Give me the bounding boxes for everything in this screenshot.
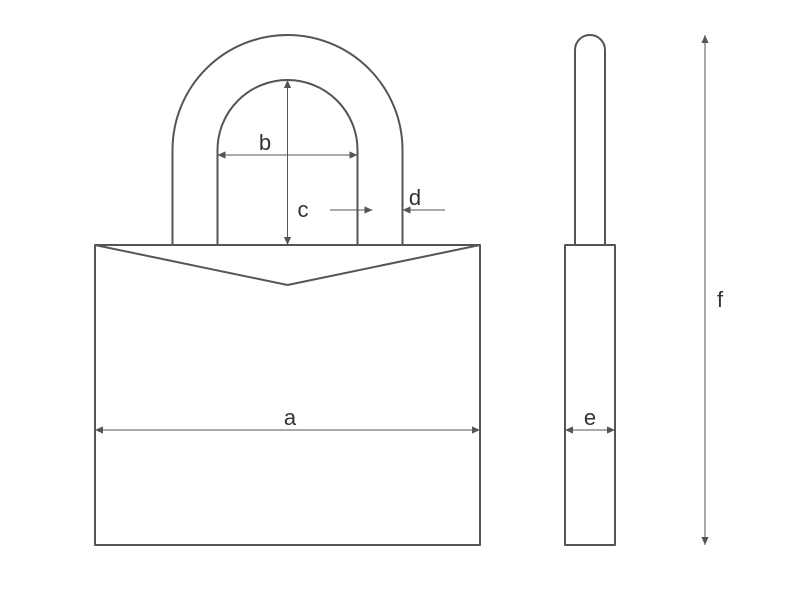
diagram-canvas: a b c d e f xyxy=(0,0,800,600)
